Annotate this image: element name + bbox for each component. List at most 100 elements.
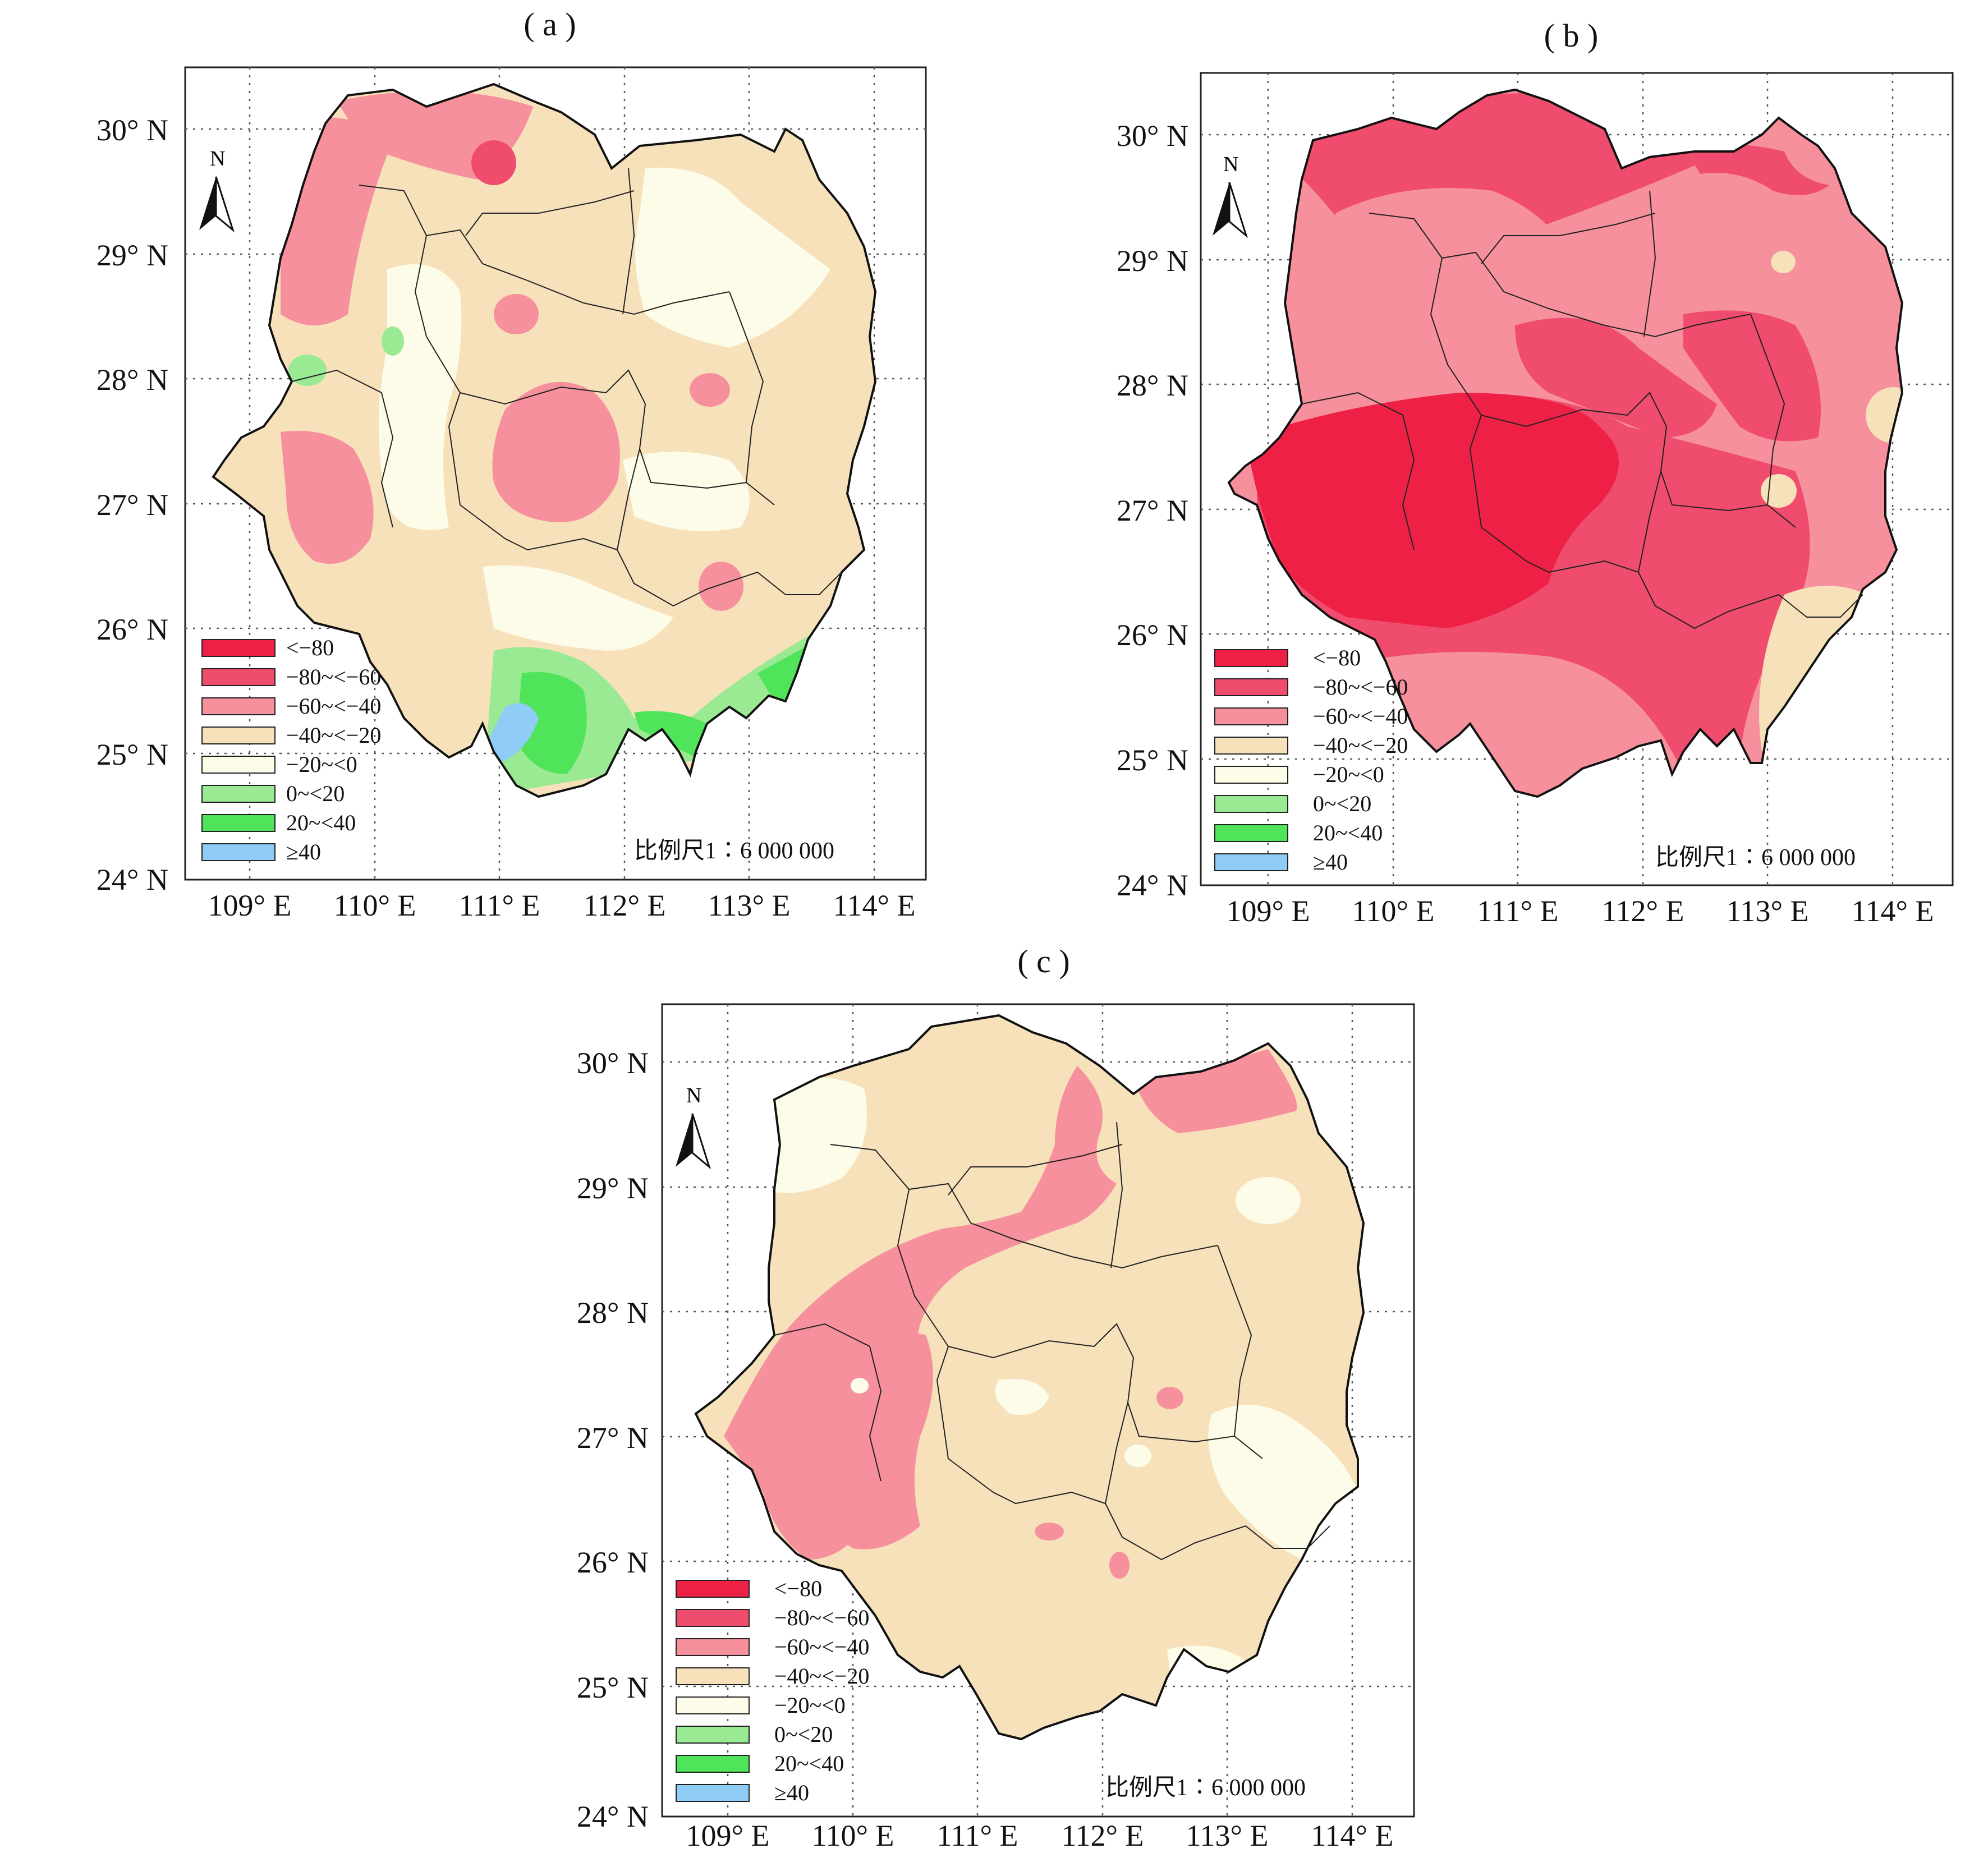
svg-text:111° E: 111° E xyxy=(936,1819,1018,1852)
svg-text:30° N: 30° N xyxy=(1117,119,1188,153)
svg-text:114° E: 114° E xyxy=(1311,1819,1393,1852)
svg-text:24° N: 24° N xyxy=(577,1800,649,1833)
svg-text:29° N: 29° N xyxy=(577,1171,649,1205)
svg-text:111° E: 111° E xyxy=(458,889,540,922)
legend-swatch xyxy=(201,756,276,774)
legend-swatch xyxy=(201,785,276,803)
svg-text:−20~<0: −20~<0 xyxy=(1313,762,1384,787)
map-panel-c: ( c ) xyxy=(483,931,1436,1852)
svg-text:26° N: 26° N xyxy=(97,613,168,646)
svg-text:≥40: ≥40 xyxy=(774,1780,809,1805)
map-panel-a: ( a ) xyxy=(0,0,954,922)
legend-swatch xyxy=(676,1755,750,1773)
legend-swatch xyxy=(1214,795,1288,813)
svg-text:113° E: 113° E xyxy=(1186,1819,1268,1852)
lon-labels-c: 109° E 110° E 111° E 112° E 113° E 114° … xyxy=(686,1819,1393,1852)
svg-text:N: N xyxy=(686,1084,701,1107)
legend-swatch xyxy=(1214,737,1288,755)
svg-text:114° E: 114° E xyxy=(1851,894,1934,928)
lat-labels-c: 24° N 25° N 26° N 27° N 28° N 29° N 30° … xyxy=(577,1046,649,1833)
svg-text:−80~<−60: −80~<−60 xyxy=(774,1605,869,1630)
svg-text:24° N: 24° N xyxy=(97,863,168,896)
svg-text:<−80: <−80 xyxy=(774,1576,822,1601)
svg-text:109° E: 109° E xyxy=(1226,894,1310,928)
svg-text:≥40: ≥40 xyxy=(1313,849,1348,875)
north-arrow-icon: N xyxy=(199,147,235,233)
svg-text:27° N: 27° N xyxy=(1117,494,1188,527)
map-frame-b xyxy=(1200,72,1954,886)
map-frame-c xyxy=(661,1003,1415,1818)
map-panel-b: ( b ) xyxy=(1010,0,1975,928)
svg-text:−40~<−20: −40~<−20 xyxy=(774,1663,869,1689)
svg-text:109° E: 109° E xyxy=(208,889,291,922)
map-svg-c: <−80 −80~<−60 −60~<−40 −40~<−20 −20~<0 0… xyxy=(577,1003,1415,1852)
svg-text:112° E: 112° E xyxy=(583,889,665,922)
svg-text:28° N: 28° N xyxy=(577,1296,649,1330)
map-svg-a: <−80 −80~<−60 −60~<−40 −40~<−20 −20~<0 0… xyxy=(97,66,927,922)
svg-text:<−80: <−80 xyxy=(286,635,334,660)
legend-swatch xyxy=(676,1580,750,1598)
scale-text-c: 比例尺1∶6 000 000 xyxy=(1105,1775,1306,1801)
svg-text:25° N: 25° N xyxy=(97,738,168,771)
svg-text:113° E: 113° E xyxy=(708,889,790,922)
svg-text:0~<20: 0~<20 xyxy=(1313,791,1371,816)
svg-text:−40~<−20: −40~<−20 xyxy=(286,723,381,748)
legend-c: <−80 −80~<−60 −60~<−40 −40~<−20 −20~<0 0… xyxy=(676,1576,869,1805)
svg-text:−60~<−40: −60~<−40 xyxy=(286,693,381,719)
legend-swatch xyxy=(676,1726,750,1744)
svg-text:≥40: ≥40 xyxy=(286,839,321,865)
legend-a: <−80 −80~<−60 −60~<−40 −40~<−20 −20~<0 0… xyxy=(201,635,381,865)
svg-text:27° N: 27° N xyxy=(97,488,168,522)
scale-text-b: 比例尺1∶6 000 000 xyxy=(1655,845,1856,871)
svg-text:114° E: 114° E xyxy=(833,889,915,922)
svg-text:25° N: 25° N xyxy=(577,1671,649,1704)
panel-title-b: ( b ) xyxy=(1544,17,1599,54)
district-boundaries-b xyxy=(1301,190,1863,629)
legend-swatch xyxy=(201,814,276,832)
svg-text:111° E: 111° E xyxy=(1477,894,1558,928)
svg-text:20~<40: 20~<40 xyxy=(286,810,356,835)
north-arrow-icon: N xyxy=(1213,153,1248,238)
north-arrow-icon: N xyxy=(676,1084,711,1170)
svg-text:27° N: 27° N xyxy=(577,1421,649,1455)
svg-text:112° E: 112° E xyxy=(1061,1819,1144,1852)
svg-text:20~<40: 20~<40 xyxy=(1313,820,1383,845)
legend-b: <−80 −80~<−60 −60~<−40 −40~<−20 −20~<0 0… xyxy=(1214,645,1408,875)
lon-labels-b: 109° E 110° E 111° E 112° E 113° E 114° … xyxy=(1226,894,1934,928)
svg-text:112° E: 112° E xyxy=(1601,894,1684,928)
legend-swatch xyxy=(1214,853,1288,871)
panel-title-c: ( c ) xyxy=(1017,943,1070,980)
legend-swatch xyxy=(1214,824,1288,842)
svg-text:20~<40: 20~<40 xyxy=(774,1751,844,1776)
legend-swatch xyxy=(676,1667,750,1685)
svg-text:−60~<−40: −60~<−40 xyxy=(1313,704,1408,729)
legend-swatch xyxy=(201,668,276,686)
svg-text:110° E: 110° E xyxy=(811,1819,894,1852)
scale-text-a: 比例尺1∶6 000 000 xyxy=(634,838,834,864)
svg-text:109° E: 109° E xyxy=(686,1819,769,1852)
svg-text:N: N xyxy=(210,147,225,171)
svg-text:−40~<−20: −40~<−20 xyxy=(1313,733,1408,758)
legend-swatch xyxy=(1214,766,1288,784)
svg-text:−60~<−40: −60~<−40 xyxy=(774,1634,869,1659)
legend-swatch xyxy=(1214,707,1288,725)
svg-text:25° N: 25° N xyxy=(1117,743,1188,777)
svg-text:0~<20: 0~<20 xyxy=(286,781,345,806)
legend-swatch xyxy=(1214,649,1288,667)
svg-text:110° E: 110° E xyxy=(1352,894,1434,928)
svg-text:30° N: 30° N xyxy=(97,113,168,147)
svg-text:N: N xyxy=(1223,153,1238,176)
svg-text:110° E: 110° E xyxy=(333,889,416,922)
panel-title-a: ( a ) xyxy=(524,6,576,43)
legend-swatch xyxy=(1214,678,1288,696)
legend-swatch xyxy=(201,843,276,861)
svg-text:29° N: 29° N xyxy=(1117,244,1188,278)
map-svg-b: <−80 −80~<−60 −60~<−40 −40~<−20 −20~<0 0… xyxy=(1117,72,1954,928)
legend-swatch xyxy=(676,1609,750,1627)
legend-swatch xyxy=(676,1638,750,1656)
svg-text:0~<20: 0~<20 xyxy=(774,1722,833,1747)
svg-text:−20~<0: −20~<0 xyxy=(774,1693,846,1718)
legend-swatch xyxy=(201,639,276,657)
legend-swatch xyxy=(201,727,276,744)
svg-text:24° N: 24° N xyxy=(1117,868,1188,902)
